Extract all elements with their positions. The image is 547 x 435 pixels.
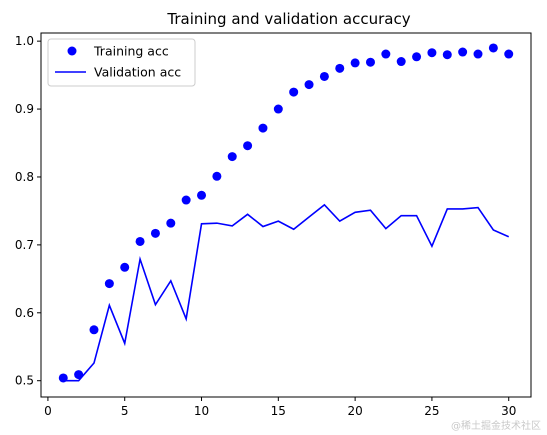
series-layer <box>58 43 514 383</box>
y-tick-label: 0.7 <box>15 238 34 252</box>
training-acc-point <box>150 228 160 238</box>
x-tick-label: 20 <box>347 404 362 418</box>
training-acc-point <box>304 80 314 90</box>
training-acc-point <box>504 49 514 59</box>
x-axis-ticks: 0 5 10 15 20 25 30 <box>44 397 516 418</box>
y-tick-label: 0.6 <box>15 306 34 320</box>
y-tick-label: 0.5 <box>15 374 34 388</box>
legend-label: Training acc <box>93 44 169 59</box>
training-acc-point <box>243 141 253 151</box>
y-tick-label: 0.8 <box>15 170 34 184</box>
training-acc-point <box>273 104 283 114</box>
training-acc-point <box>381 49 391 59</box>
legend: Training acc Validation acc <box>47 38 196 87</box>
legend-marker-training <box>67 46 77 56</box>
training-acc-point <box>212 171 222 181</box>
training-acc-point <box>120 262 130 272</box>
x-tick-label: 0 <box>44 404 52 418</box>
training-acc-point <box>74 370 84 380</box>
training-acc-point <box>488 43 498 53</box>
y-tick-label: 1.0 <box>15 34 34 48</box>
training-acc-point <box>227 152 237 162</box>
training-acc-point <box>258 123 268 133</box>
training-acc-point <box>166 218 176 228</box>
legend-box <box>47 38 196 87</box>
y-axis-ticks: 0.5 0.6 0.7 0.8 0.9 1.0 <box>15 34 41 388</box>
training-acc-point <box>319 71 329 81</box>
training-acc-point <box>104 279 114 289</box>
y-tick-label: 0.9 <box>15 102 34 116</box>
training-acc-point <box>197 190 207 200</box>
x-tick-label: 10 <box>194 404 209 418</box>
training-acc-point <box>442 50 452 60</box>
x-tick-label: 30 <box>501 404 516 418</box>
training-acc-point <box>181 195 191 205</box>
training-acc-point <box>335 63 345 73</box>
training-acc-point <box>289 87 299 97</box>
watermark: @稀土掘金技术社区 <box>451 421 541 432</box>
training-acc-point <box>135 236 145 246</box>
training-acc-point <box>350 58 360 68</box>
chart-title: Training and validation accuracy <box>166 10 410 28</box>
training-acc-point <box>365 57 375 67</box>
training-acc-point <box>427 48 437 58</box>
training-acc-point <box>458 47 468 57</box>
training-acc-point <box>473 49 483 59</box>
x-tick-label: 15 <box>271 404 286 418</box>
validation-acc-line <box>63 203 510 382</box>
training-acc-point <box>58 373 68 383</box>
x-tick-label: 5 <box>121 404 129 418</box>
training-acc-point <box>412 52 422 62</box>
plot-area-frame <box>40 32 532 398</box>
legend-label: Validation acc <box>94 65 181 80</box>
x-tick-label: 25 <box>424 404 439 418</box>
training-acc-point <box>396 57 406 67</box>
training-acc-point <box>89 325 99 335</box>
